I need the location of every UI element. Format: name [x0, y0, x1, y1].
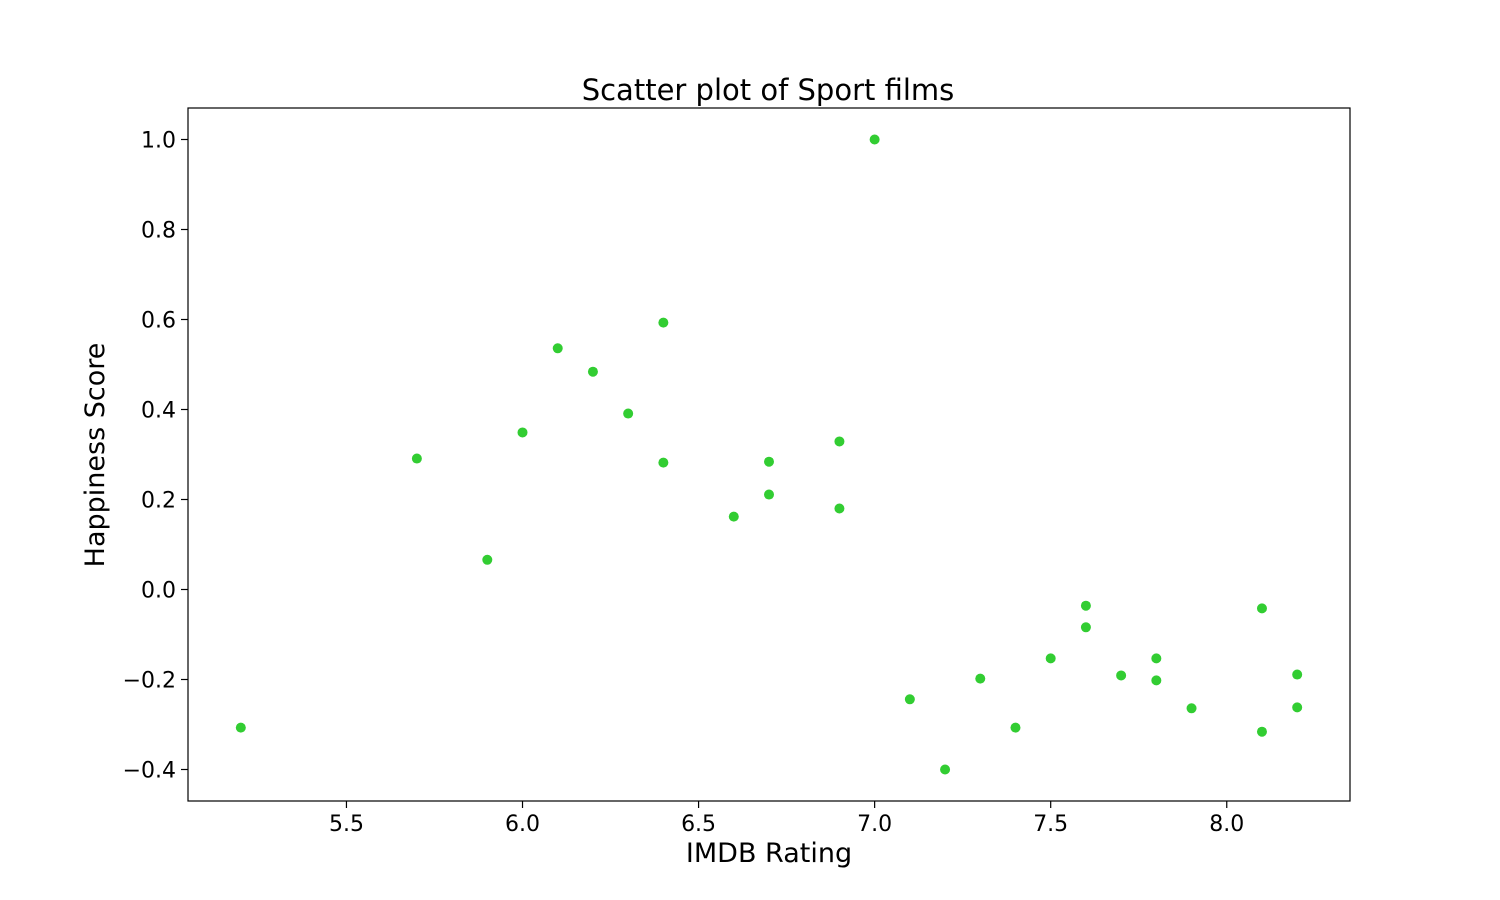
y-tick-label: 1.0 [141, 129, 176, 154]
data-point [834, 436, 845, 447]
data-point [764, 456, 774, 467]
y-tick-label: −0.4 [123, 759, 176, 784]
data-point [658, 457, 669, 468]
data-point [869, 134, 880, 145]
y-tick-label: 0.4 [141, 399, 176, 424]
x-tick-label: 6.0 [505, 812, 540, 837]
x-tick-label: 7.0 [857, 812, 892, 837]
x-tick-label: 5.5 [329, 812, 364, 837]
data-point [658, 317, 669, 328]
data-point [411, 453, 422, 464]
data-point [1256, 603, 1267, 614]
data-point [482, 554, 493, 565]
y-tick-label: 0.8 [141, 219, 176, 244]
data-points [235, 134, 1303, 775]
data-point [764, 489, 774, 500]
data-point [1010, 722, 1021, 733]
y-axis: 1.0 0.8 0.6 0.4 0.2 0.0 −0.2 −0.4 [123, 129, 188, 784]
y-tick-label: 0.6 [141, 309, 176, 334]
data-point [1045, 653, 1056, 664]
data-point [1256, 726, 1267, 737]
chart-title: Scatter plot of Sport films [582, 73, 955, 107]
data-point [587, 366, 598, 377]
data-point [1151, 675, 1162, 686]
data-point [235, 722, 246, 733]
data-point [940, 764, 951, 775]
data-point [904, 694, 915, 705]
data-point [1080, 600, 1091, 611]
x-tick-label: 8.0 [1209, 812, 1244, 837]
data-point [1080, 622, 1091, 633]
data-point [552, 343, 563, 354]
data-point [1151, 653, 1162, 664]
y-tick-label: 0.0 [141, 579, 176, 604]
plot-area-frame [187, 107, 1351, 802]
data-point [975, 673, 986, 684]
x-tick-label: 7.5 [1033, 812, 1068, 837]
data-point [728, 511, 739, 522]
data-point [834, 503, 845, 514]
data-point [1292, 702, 1303, 713]
data-point [517, 427, 528, 438]
y-tick-label: −0.2 [123, 669, 176, 694]
data-point [1116, 670, 1127, 681]
x-axis-title: IMDB Rating [686, 838, 852, 869]
x-tick-label: 6.5 [681, 812, 716, 837]
x-axis: 5.5 6.0 6.5 7.0 7.5 8.0 [329, 801, 1244, 837]
data-point [1292, 669, 1303, 680]
y-tick-label: 0.2 [141, 489, 176, 514]
y-axis-title: Happiness Score [80, 343, 111, 568]
data-point [1186, 703, 1197, 714]
data-point [623, 408, 634, 419]
